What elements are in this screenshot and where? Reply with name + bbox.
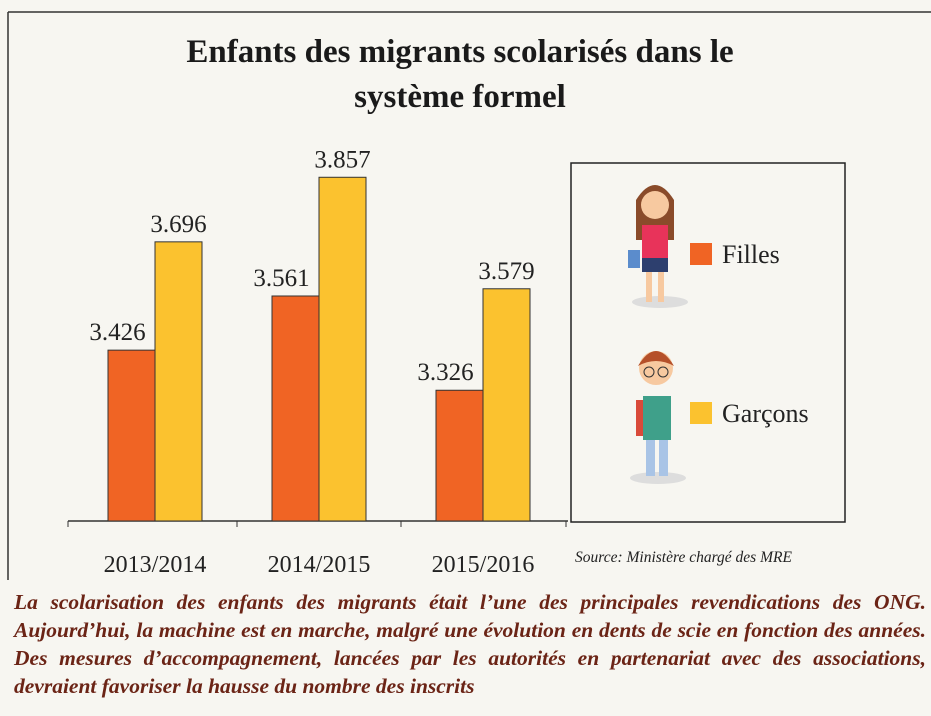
boy-icon [630,351,686,484]
value-label: 3.696 [150,211,206,238]
chart-title: Enfants des migrants scolarisés dans le … [150,30,770,120]
value-label: 3.579 [478,258,534,285]
value-label: 3.561 [253,265,309,292]
legend-box [571,163,845,522]
page: {"chart_data": {"type": "bar", "title": … [0,0,931,716]
legend-label: Filles [722,240,780,269]
value-label: 3.857 [314,146,370,173]
bar [108,350,155,521]
bar [483,289,530,521]
value-label: 3.326 [417,359,473,386]
bar [319,177,366,521]
value-label: 3.426 [89,319,145,346]
bar [272,296,319,521]
x-tick-label: 2015/2016 [432,552,535,578]
legend-swatch [690,243,712,265]
x-tick-label: 2013/2014 [104,552,207,578]
legend-swatch [690,402,712,424]
caption: La scolarisation des enfants des migrant… [14,588,926,700]
bar [155,242,202,521]
source: Source: Ministère chargé des MRE [575,549,792,566]
bar [436,390,483,521]
legend-label: Garçons [722,399,809,428]
x-tick-label: 2014/2015 [268,552,371,578]
girl-icon [628,185,688,308]
